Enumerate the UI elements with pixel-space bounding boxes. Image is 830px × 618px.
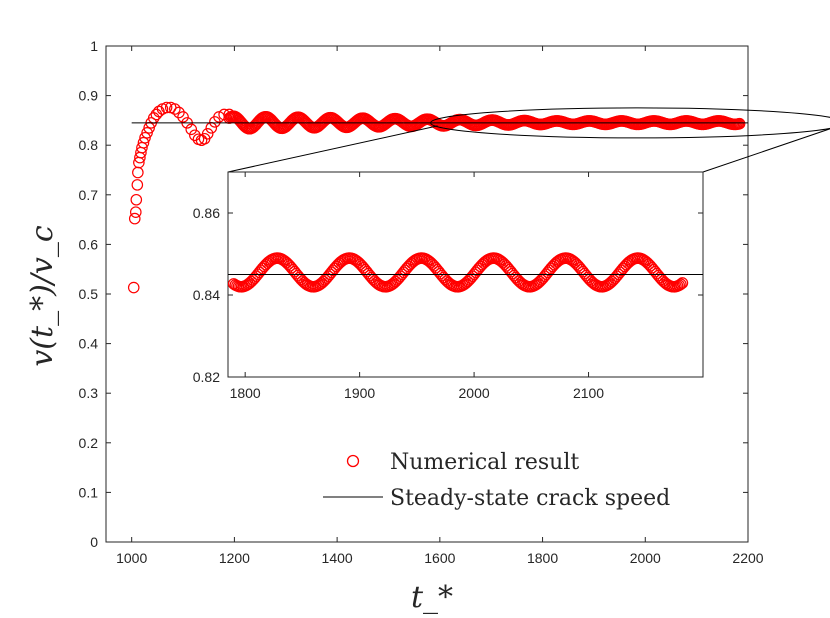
data-point xyxy=(127,281,140,294)
inset-data-point xyxy=(674,278,687,291)
data-point xyxy=(129,206,142,218)
data-point xyxy=(128,212,141,225)
legend-label-numerical-result: Numerical result xyxy=(390,450,579,475)
data-point xyxy=(130,193,143,206)
zoom-ellipse xyxy=(430,107,830,139)
y-tick-label: 0.4 xyxy=(79,336,99,352)
data-point xyxy=(141,127,153,139)
data-point xyxy=(177,111,189,123)
y-tick-label: 0.1 xyxy=(79,484,99,500)
inset-y-tick-label: 0.86 xyxy=(193,205,220,221)
y-tick-label: 0.3 xyxy=(79,385,99,401)
data-point xyxy=(733,117,746,130)
data-point xyxy=(137,136,150,149)
zoom-indicator xyxy=(227,107,830,173)
zoom-connector-right xyxy=(702,128,830,173)
x-tick-label: 2200 xyxy=(732,550,763,566)
inset-data-point xyxy=(676,277,689,289)
main-tick-labels: 1000 1200 1400 1600 1800 2000 2200 0 0.1 0.2 0.3 0.… xyxy=(79,38,764,566)
inset-y-tick-label: 0.82 xyxy=(193,369,220,385)
data-point xyxy=(185,123,198,136)
data-point xyxy=(131,179,144,191)
data-point xyxy=(201,127,214,140)
y-tick-label: 0.6 xyxy=(79,236,99,252)
y-tick-label: 0 xyxy=(90,534,98,550)
x-axis-label: t_* xyxy=(411,580,453,615)
inset-data-point xyxy=(673,279,685,292)
data-point xyxy=(173,106,185,119)
y-tick-label: 1 xyxy=(90,38,98,54)
data-point xyxy=(160,101,173,114)
legend: Numerical result Steady-state crack spee… xyxy=(323,450,670,511)
legend-label-steady-state: Steady-state crack speed xyxy=(390,486,670,511)
x-tick-label: 2000 xyxy=(630,550,661,566)
y-tick-label: 0.9 xyxy=(79,88,99,104)
inset-numerical-result-series xyxy=(227,252,689,293)
y-tick-label: 0.5 xyxy=(79,286,99,302)
inset-x-tick-label: 1900 xyxy=(344,385,375,401)
x-tick-label: 1000 xyxy=(116,550,147,566)
inset-x-tick-label: 2100 xyxy=(573,385,604,401)
data-point xyxy=(169,103,181,115)
x-tick-label: 1600 xyxy=(424,550,455,566)
inset-y-tick-label: 0.84 xyxy=(193,287,220,303)
y-tick-label: 0.7 xyxy=(79,187,99,203)
x-tick-label: 1200 xyxy=(219,550,250,566)
inset-tick-labels: 1800 1900 2000 2100 0.82 0.84 0.86 xyxy=(193,205,605,401)
inset-x-tick-label: 2000 xyxy=(459,385,490,401)
y-tick-label: 0.2 xyxy=(79,435,99,451)
y-tick-label: 0.8 xyxy=(79,137,99,153)
x-tick-label: 1400 xyxy=(322,550,353,566)
zoom-connector-left xyxy=(227,125,438,173)
inset-x-tick-label: 1800 xyxy=(230,385,261,401)
data-point xyxy=(139,131,151,144)
legend-marker-numerical-result xyxy=(346,454,360,468)
y-axis-label: v(t_*)/v_c xyxy=(25,225,60,366)
x-tick-label: 1800 xyxy=(527,550,558,566)
